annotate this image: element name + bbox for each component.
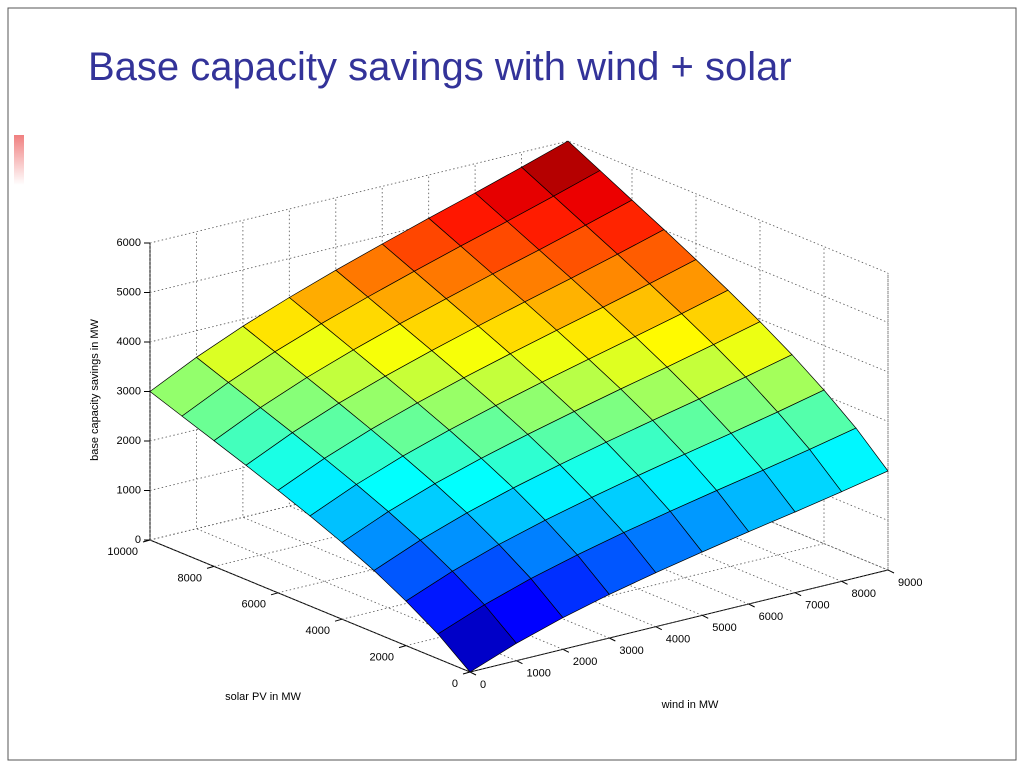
x-tick xyxy=(655,626,663,631)
x-tick-label: 2000 xyxy=(573,656,597,668)
y-axis-label: solar PV in MW xyxy=(225,691,301,703)
x-tick xyxy=(469,671,477,676)
y-tick xyxy=(206,565,215,569)
x-tick xyxy=(609,637,616,642)
x-tick-label: 9000 xyxy=(898,577,922,589)
x-tick xyxy=(841,580,848,585)
y-tick-label: 2000 xyxy=(370,652,394,664)
grid-line xyxy=(149,437,889,571)
grid-line xyxy=(149,190,889,323)
z-axis-label: base capacity savings in MW xyxy=(89,318,101,460)
x-tick-label: 4000 xyxy=(666,634,690,646)
x-tick xyxy=(794,592,802,597)
y-tick xyxy=(334,618,343,622)
y-tick-label: 8000 xyxy=(178,572,202,584)
z-tick-label: 4000 xyxy=(117,336,141,348)
grid-line xyxy=(149,140,889,274)
z-tick-label: 6000 xyxy=(117,237,141,249)
x-tick-label: 6000 xyxy=(759,611,783,623)
z-tick-label: 5000 xyxy=(117,286,141,298)
chart-title: Base capacity savings with wind + solar xyxy=(88,45,792,89)
z-tick-label: 3000 xyxy=(117,385,141,397)
y-tick xyxy=(462,671,471,675)
y-tick-label: 0 xyxy=(452,678,458,690)
grid-line xyxy=(341,220,761,620)
x-tick-label: 7000 xyxy=(805,600,829,612)
x-tick-label: 8000 xyxy=(852,588,876,600)
grid-line xyxy=(149,239,889,373)
y-tick-label: 4000 xyxy=(306,625,330,637)
x-tick-label: 0 xyxy=(480,679,486,691)
x-axis-label: wind in MW xyxy=(661,699,719,711)
x-tick xyxy=(887,569,895,574)
x-tick-label: 1000 xyxy=(526,668,550,680)
grid-line xyxy=(405,246,825,646)
accent-bar xyxy=(14,135,24,185)
y-tick-label: 10000 xyxy=(107,546,138,558)
x-tick-label: 5000 xyxy=(712,622,736,634)
x-tick-label: 3000 xyxy=(619,645,643,657)
y-tick xyxy=(270,592,279,596)
y-tick-label: 6000 xyxy=(242,599,266,611)
x-tick xyxy=(748,603,755,608)
y-tick xyxy=(398,645,407,649)
z-tick-label: 2000 xyxy=(117,435,141,447)
z-tick-label: 1000 xyxy=(117,484,141,496)
x-tick xyxy=(516,660,523,665)
z-tick-label: 0 xyxy=(135,534,141,546)
x-tick xyxy=(562,648,570,653)
grid-line xyxy=(242,220,564,650)
surface-patch xyxy=(437,604,517,673)
grid-line xyxy=(195,231,517,662)
x-tick xyxy=(701,614,709,619)
